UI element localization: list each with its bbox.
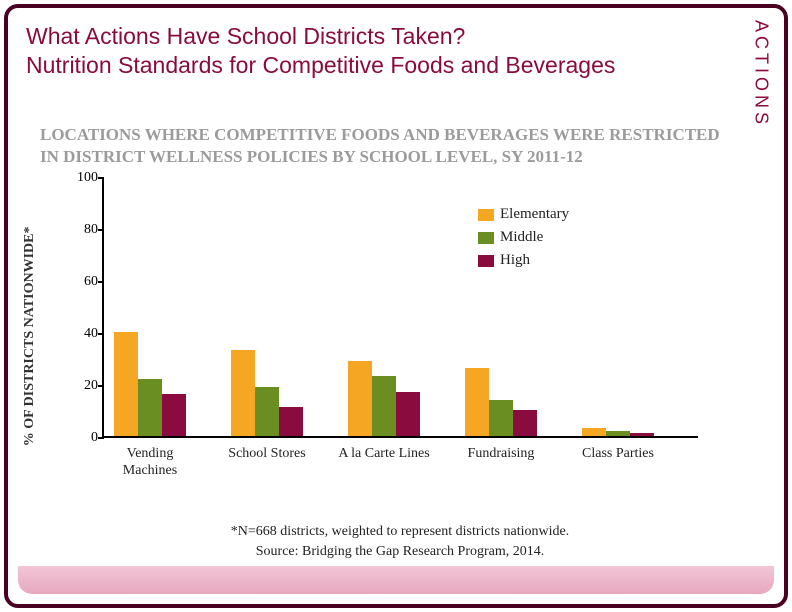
legend-item: Middle [478, 229, 569, 246]
y-axis-title: % OF DISTRICTS NATIONWIDE* [22, 227, 38, 447]
x-tick-label: Class Parties [563, 446, 673, 463]
x-tick-label: School Stores [212, 446, 322, 463]
x-tick-label: A la Carte Lines [329, 446, 439, 463]
legend-item: High [478, 252, 569, 269]
bar [396, 392, 420, 436]
y-tick-label: 0 [62, 430, 98, 446]
legend-label: High [500, 252, 530, 269]
chart-legend: Elementary Middle High [478, 206, 569, 275]
accent-bottom [18, 566, 774, 594]
bar [231, 350, 255, 436]
bar [114, 332, 138, 436]
bar [606, 431, 630, 436]
x-tick-label: VendingMachines [95, 446, 205, 480]
footnote-line-1: *N=668 districts, weighted to represent … [8, 524, 788, 540]
legend-label: Elementary [500, 206, 569, 223]
y-tick-mark [98, 281, 104, 283]
bar [348, 361, 372, 436]
y-tick-mark [98, 437, 104, 439]
y-tick-mark [98, 229, 104, 231]
y-tick-label: 60 [62, 274, 98, 290]
y-tick-label: 40 [62, 326, 98, 342]
bar [630, 433, 654, 436]
bar [513, 410, 537, 436]
bar [162, 394, 186, 436]
bar [465, 368, 489, 436]
y-tick-label: 80 [62, 222, 98, 238]
legend-swatch [478, 255, 494, 267]
bar [138, 379, 162, 436]
bar [372, 376, 396, 436]
bar [279, 407, 303, 436]
slide-title: What Actions Have School Districts Taken… [26, 22, 726, 80]
legend-swatch [478, 209, 494, 221]
bar [582, 428, 606, 436]
chart-plot-area: 020406080100VendingMachinesSchool Stores… [102, 178, 698, 438]
y-tick-mark [98, 177, 104, 179]
y-tick-mark [98, 333, 104, 335]
legend-swatch [478, 232, 494, 244]
legend-item: Elementary [478, 206, 569, 223]
side-tab-label: ACTIONS [746, 16, 776, 126]
y-tick-label: 100 [62, 170, 98, 186]
legend-label: Middle [500, 229, 543, 246]
footnote-line-2: Source: Bridging the Gap Research Progra… [8, 544, 788, 560]
bar [255, 387, 279, 436]
bar [489, 400, 513, 436]
y-tick-mark [98, 385, 104, 387]
y-tick-label: 20 [62, 378, 98, 394]
slide-frame: ACTIONS What Actions Have School Distric… [4, 4, 788, 608]
x-tick-label: Fundraising [446, 446, 556, 463]
chart-subtitle: LOCATIONS WHERE COMPETITIVE FOODS AND BE… [40, 124, 740, 168]
chart-container: % OF DISTRICTS NATIONWIDE* 020406080100V… [38, 178, 738, 498]
